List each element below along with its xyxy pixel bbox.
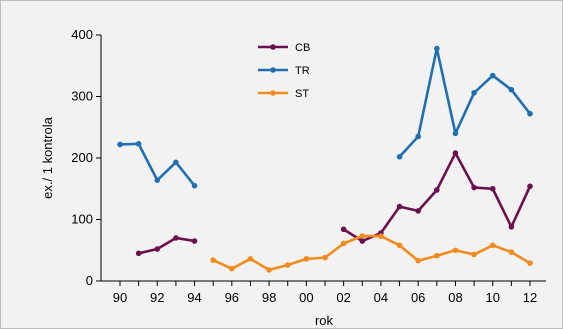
x-tick-label: 90 (113, 290, 127, 305)
data-point-cb (527, 183, 533, 190)
data-point-cb (340, 226, 347, 233)
data-point-cb (415, 208, 421, 214)
data-point-tr (191, 182, 198, 189)
data-point-tr (117, 141, 123, 148)
legend-label-cb: CB (295, 42, 310, 54)
data-point-st (210, 257, 216, 263)
series-line-cb (342, 151, 532, 243)
series-st (210, 233, 533, 273)
data-point-st (434, 252, 440, 259)
x-tick-label: 96 (225, 290, 239, 305)
x-tick-label: 94 (187, 290, 201, 305)
x-tick-label: 92 (150, 290, 164, 305)
series-line-st (212, 234, 531, 272)
legend-label-st: ST (295, 88, 309, 100)
series-cb (135, 150, 533, 257)
x-tick-label: 10 (485, 290, 499, 305)
data-point-tr (396, 153, 403, 160)
data-point-st (266, 267, 272, 273)
data-point-tr (135, 141, 142, 147)
legend-marker-st (270, 90, 276, 96)
data-point-tr (471, 90, 477, 96)
data-point-cb (471, 184, 477, 191)
data-point-cb (191, 238, 198, 244)
data-point-st (471, 251, 477, 258)
data-point-st (489, 242, 496, 249)
x-tick-label: 02 (336, 290, 350, 305)
x-tick-label: 00 (299, 290, 313, 305)
data-point-cb (508, 224, 515, 230)
data-point-st (527, 260, 533, 266)
y-axis-title: ex./ 1 kontrola (40, 116, 55, 198)
x-tick-label: 98 (262, 290, 276, 305)
data-point-cb (154, 246, 161, 252)
data-point-st (415, 257, 421, 264)
data-point-tr (434, 45, 440, 52)
data-point-st (229, 265, 235, 272)
data-point-st (359, 233, 366, 239)
legend-label-tr: TR (295, 65, 310, 77)
data-point-st (247, 256, 254, 262)
y-tick-label: 100 (71, 212, 93, 227)
data-point-tr (173, 159, 179, 166)
data-point-st (508, 249, 515, 255)
data-point-cb (173, 235, 179, 241)
data-point-tr (508, 86, 515, 93)
y-tick-label: 400 (71, 27, 93, 42)
data-point-tr (154, 177, 161, 183)
axes: 0 100 200 300 400 90 92 94 96 98 00 02 04 06 08 10 12 (71, 27, 546, 305)
legend-marker-tr (270, 67, 276, 73)
data-point-st (452, 247, 459, 254)
series-tr (117, 45, 533, 189)
data-point-tr (452, 130, 459, 137)
data-point-cb (434, 187, 440, 193)
data-point-st (303, 256, 310, 262)
y-tick-label: 300 (71, 89, 93, 104)
x-tick-label: 08 (448, 290, 462, 305)
series-layer (117, 45, 533, 273)
data-point-cb (452, 150, 459, 156)
x-tick-label: 04 (374, 290, 388, 305)
x-axis-title: rok (315, 313, 334, 328)
data-point-tr (415, 133, 421, 140)
data-point-cb (359, 238, 366, 244)
data-point-st (284, 262, 291, 268)
data-point-st (340, 240, 347, 247)
data-point-cb (396, 203, 403, 210)
data-point-cb (489, 185, 496, 192)
data-point-st (378, 233, 384, 239)
legend: CB TR ST (258, 42, 310, 100)
data-point-cb (135, 250, 142, 257)
legend-marker-cb (270, 44, 276, 50)
x-tick-label: 06 (411, 290, 425, 305)
data-point-tr (489, 72, 496, 79)
x-tick-label: 12 (523, 290, 537, 305)
series-line-tr (398, 47, 532, 158)
data-point-tr (527, 110, 533, 117)
series-line-cb (138, 236, 195, 255)
data-point-st (322, 254, 328, 261)
y-tick-label: 0 (86, 273, 93, 288)
data-point-st (396, 242, 403, 249)
y-tick-label: 200 (71, 150, 93, 165)
